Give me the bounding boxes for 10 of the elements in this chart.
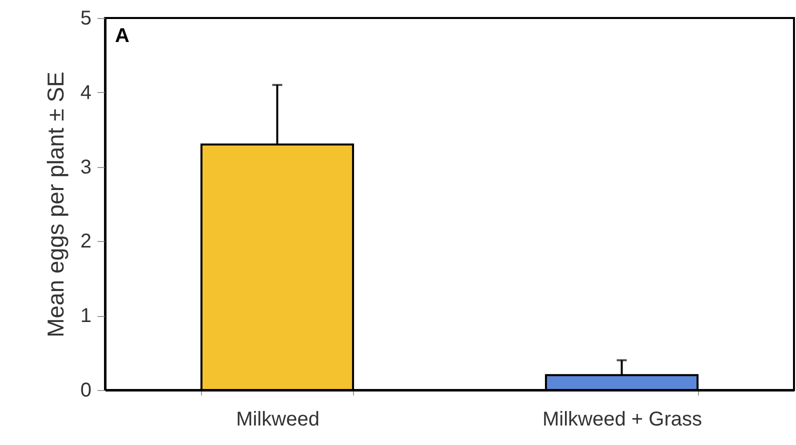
annotation: A — [115, 25, 130, 47]
y-tick-label: 3 — [80, 156, 92, 178]
y-tick-label: 1 — [80, 305, 92, 328]
y-tick-label: 5 — [80, 8, 92, 30]
x-tick-label: Milkweed — [236, 408, 320, 430]
y-tick-label: 2 — [80, 230, 92, 253]
y-axis-title: Mean eggs per plant ± SE — [42, 72, 68, 338]
x-tick-label: Milkweed + Grass — [542, 408, 702, 430]
y-tick-label: 4 — [80, 82, 92, 104]
y-tick-label: 0 — [80, 380, 92, 402]
